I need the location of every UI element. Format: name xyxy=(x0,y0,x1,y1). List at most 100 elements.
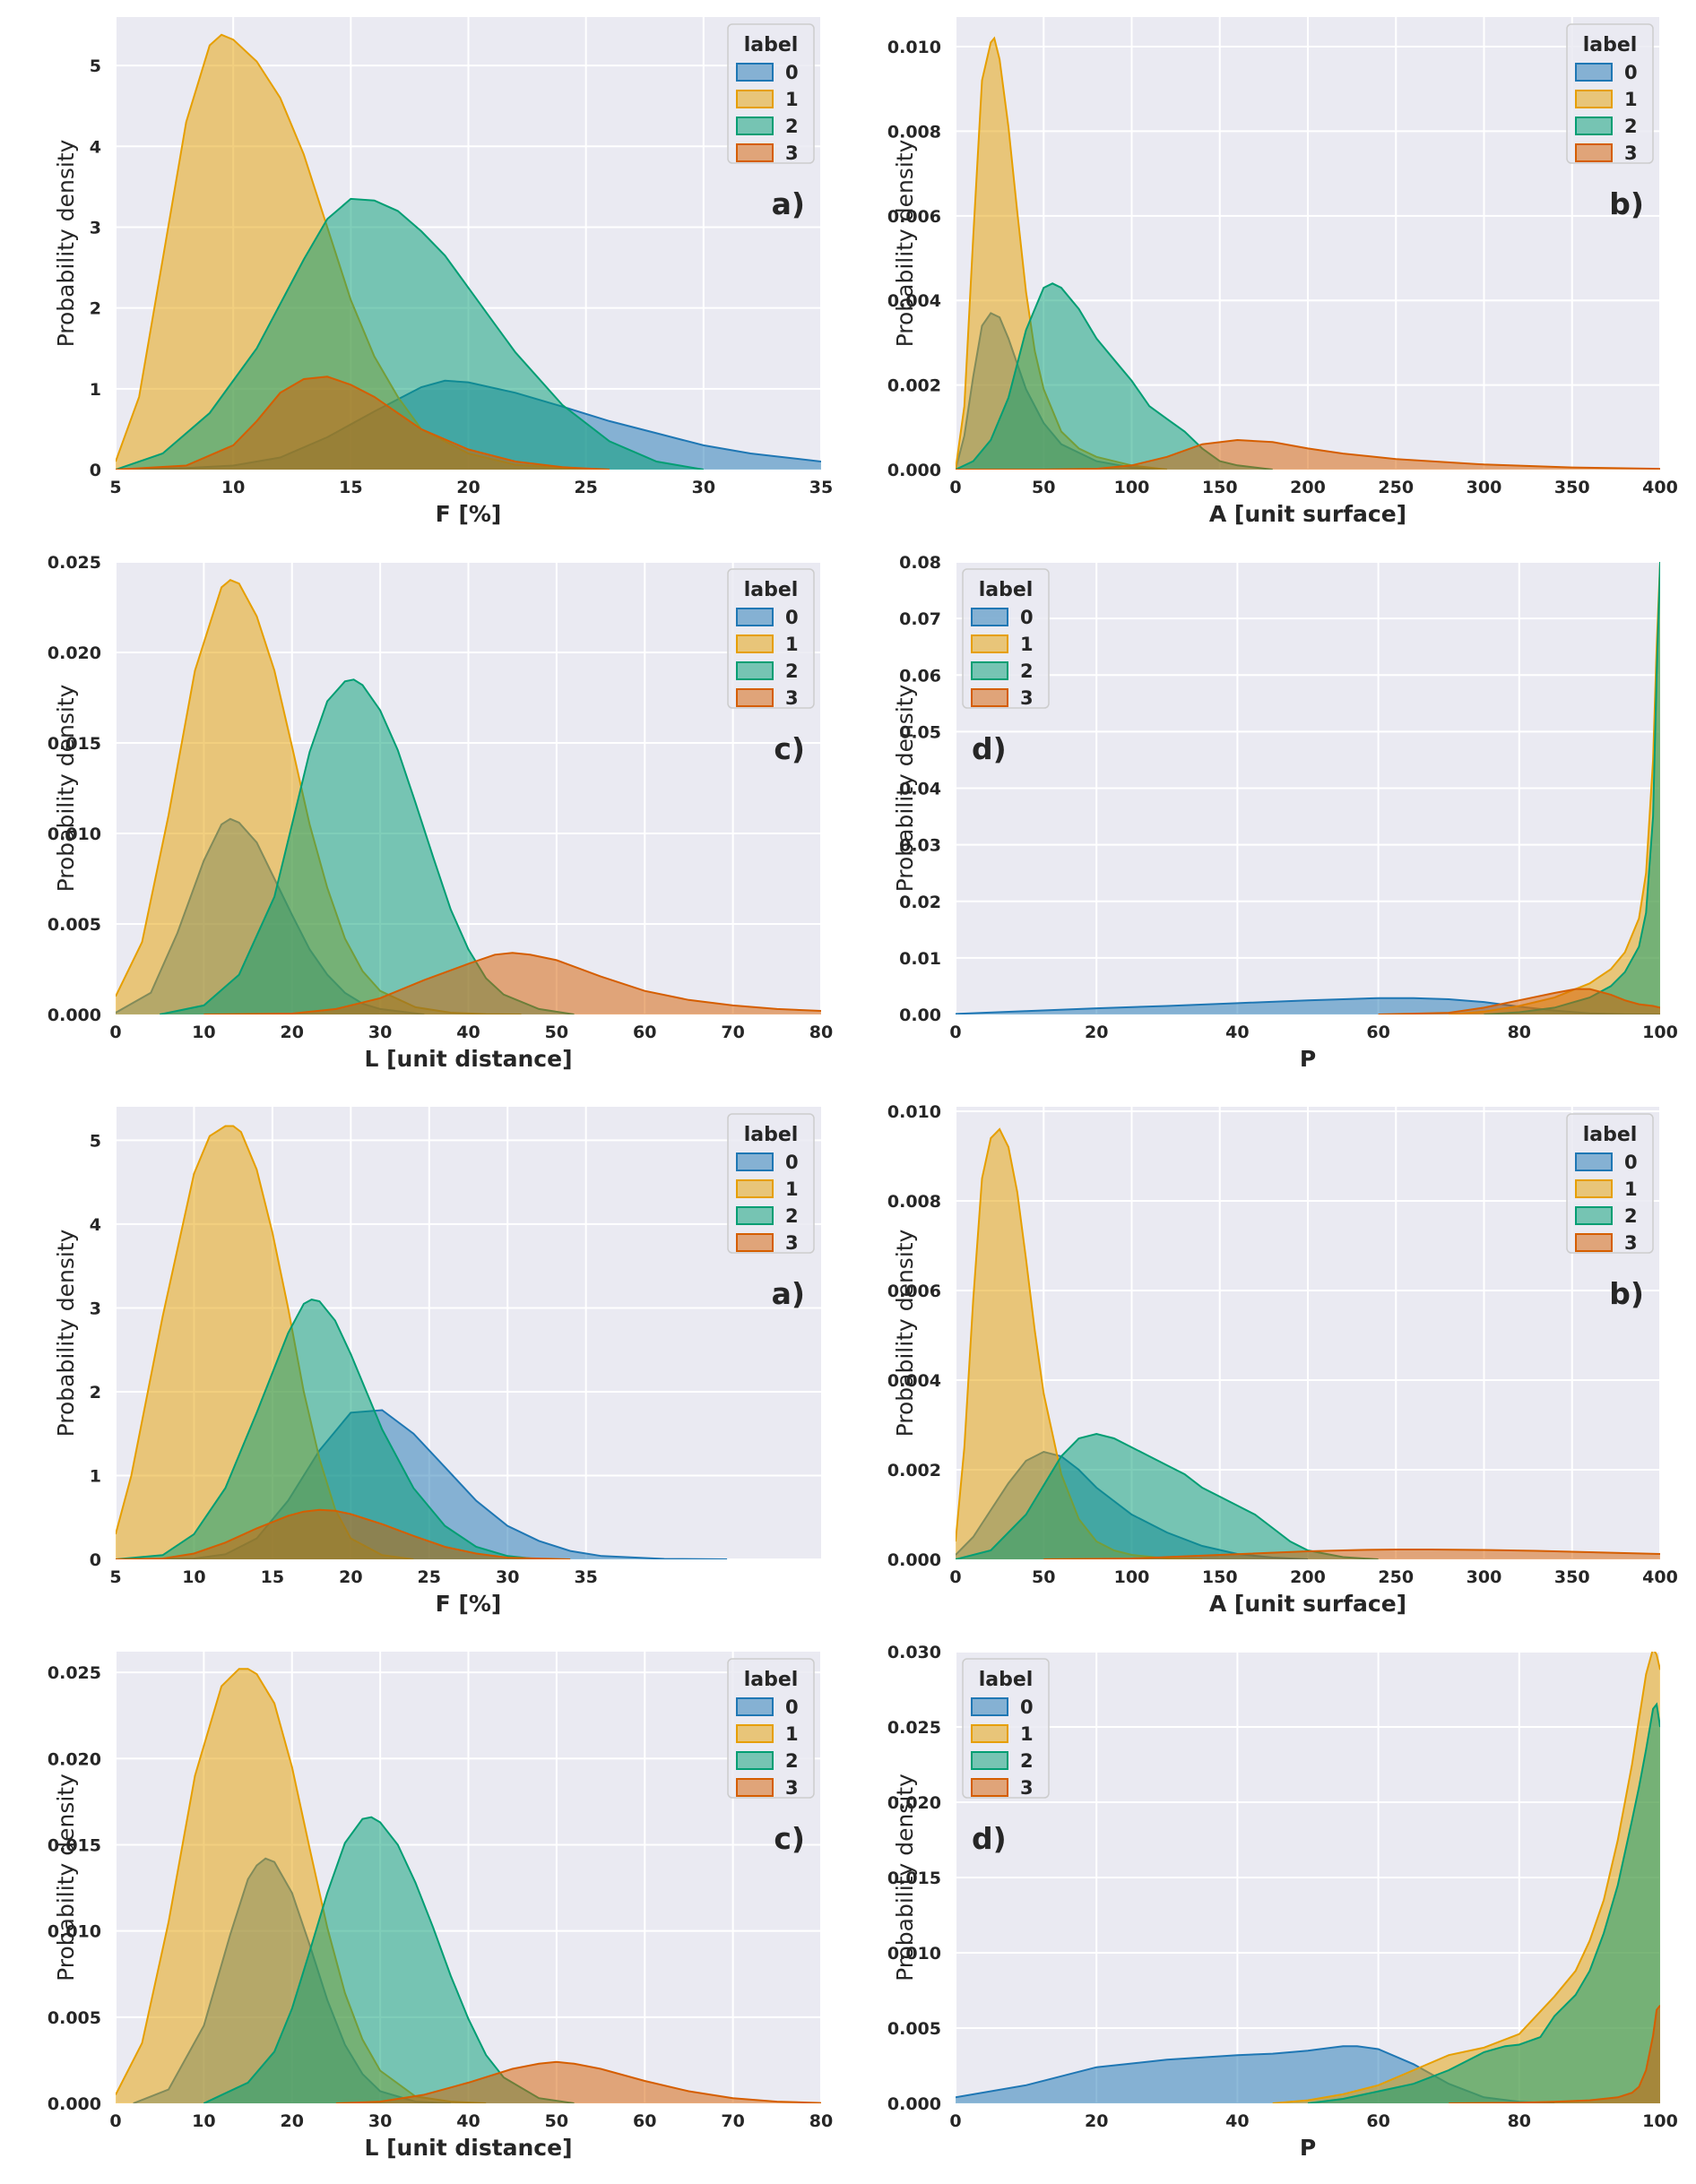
y-tick-label: 0.04 xyxy=(899,780,941,799)
density-area-label-2 xyxy=(203,1817,575,2103)
y-axis-label: Probability density xyxy=(892,684,918,892)
x-tick-label: 350 xyxy=(1554,478,1590,497)
density-area-label-1 xyxy=(956,38,1167,470)
density-area-label-1 xyxy=(956,1129,1203,1559)
y-tick-label: 3 xyxy=(90,1299,101,1318)
density-area-label-3 xyxy=(116,376,610,470)
legend-entry-label: 2 xyxy=(1020,1750,1034,1772)
y-tick-label: 0.030 xyxy=(887,1643,941,1662)
y-axis-label: Probability density xyxy=(53,139,79,347)
x-tick-label: 30 xyxy=(496,1567,519,1587)
x-tick-label: 150 xyxy=(1202,478,1238,497)
x-tick-label: 35 xyxy=(809,478,833,497)
x-tick-label: 20 xyxy=(281,2111,304,2131)
density-area-label-2 xyxy=(116,198,704,470)
x-tick-label: 10 xyxy=(182,1567,205,1587)
x-tick-label: 40 xyxy=(1225,1023,1249,1042)
legend-swatch-label-0 xyxy=(736,1697,774,1716)
legend-entry-label: 1 xyxy=(785,89,799,110)
density-line-label-2 xyxy=(956,1432,1379,1559)
y-tick-label: 0.002 xyxy=(887,376,941,396)
y-tick-label: 0.005 xyxy=(887,2019,941,2039)
y-tick-label: 0.015 xyxy=(48,1835,101,1855)
legend-swatch-label-2 xyxy=(736,1751,774,1770)
chart-panel-4: 0 20 40 60 80 1000.000.010.020.030.040.050.06… xyxy=(892,553,1678,1072)
legend-entry-label: 2 xyxy=(1624,1205,1638,1227)
series-group xyxy=(956,562,1660,1014)
y-tick-label: 1 xyxy=(90,1466,101,1486)
x-tick-label: 5 xyxy=(109,478,121,497)
y-tick-label: 0.05 xyxy=(899,722,941,742)
x-tick-label: 80 xyxy=(809,2111,833,2131)
x-tick-label: 60 xyxy=(1366,2111,1389,2131)
density-line-label-3 xyxy=(1449,2005,1660,2103)
legend-entry-label: 1 xyxy=(1624,89,1638,110)
y-tick-label: 4 xyxy=(90,1215,101,1235)
density-area-label-3 xyxy=(116,1509,571,1559)
panel-label: c) xyxy=(774,731,805,766)
density-line-label-2 xyxy=(116,197,704,470)
x-tick-label: 20 xyxy=(339,1567,362,1587)
series-group xyxy=(116,1668,821,2103)
y-axis-label: Probability density xyxy=(53,684,79,892)
x-tick-label: 80 xyxy=(1508,1023,1531,1042)
legend-swatch-label-1 xyxy=(1575,90,1613,108)
legend-entry-label: 3 xyxy=(1020,687,1034,709)
x-tick-label: 25 xyxy=(418,1567,441,1587)
legend-title: label xyxy=(1583,1124,1638,1146)
legend-entry-label: 3 xyxy=(785,1232,799,1254)
legend-title: label xyxy=(979,1669,1034,1691)
y-tick-label: 0 xyxy=(90,1550,101,1570)
legend-entry-label: 1 xyxy=(1624,1178,1638,1200)
chart-panel-2: 0 50 100 150 200 250 300 350 400 0.000 0.002 0.004 0… xyxy=(887,17,1678,527)
legend-entry-label: 0 xyxy=(1020,607,1034,628)
y-tick-label: 0.00 xyxy=(899,1006,941,1025)
legend: label 0 1 2 3 xyxy=(1566,23,1654,164)
y-tick-label: 0 xyxy=(90,461,101,480)
x-tick-label: 50 xyxy=(1032,478,1055,497)
legend-title: label xyxy=(979,579,1034,601)
x-tick-label: 0 xyxy=(949,478,961,497)
chart-panel-3: 0 10 20 30 40 50 60 70 800.0000.0050.0100.0150.0… xyxy=(48,553,833,1072)
legend-entry-label: 0 xyxy=(1020,1696,1034,1718)
x-tick-label: 400 xyxy=(1642,478,1678,497)
legend: label 0 1 2 3 xyxy=(962,568,1050,709)
legend: label 0 1 2 3 xyxy=(962,1658,1050,1799)
y-tick-label: 0.06 xyxy=(899,666,941,686)
y-tick-label: 2 xyxy=(90,299,101,319)
y-tick-label: 0.006 xyxy=(887,1282,941,1301)
panel-label: b) xyxy=(1609,186,1644,221)
y-tick-label: 0.002 xyxy=(887,1461,941,1480)
legend-entry-label: 3 xyxy=(1624,142,1638,164)
y-tick-label: 0.000 xyxy=(887,2094,941,2114)
x-tick-label: 80 xyxy=(809,1023,833,1042)
x-axis-label: L [unit distance] xyxy=(364,2135,572,2161)
density-line-label-3 xyxy=(956,438,1660,470)
density-line-label-3 xyxy=(116,376,610,470)
legend-swatch-label-0 xyxy=(736,63,774,82)
y-tick-label: 0.000 xyxy=(887,461,941,480)
x-tick-label: 20 xyxy=(1085,2111,1108,2131)
x-tick-label: 70 xyxy=(721,1023,744,1042)
x-tick-label: 60 xyxy=(1366,1023,1389,1042)
y-tick-label: 0.008 xyxy=(887,122,941,142)
x-tick-label: 350 xyxy=(1554,1567,1590,1587)
legend-title: label xyxy=(744,34,799,56)
series-group xyxy=(956,36,1660,470)
x-tick-label: 200 xyxy=(1290,1567,1326,1587)
legend-entry-label: 2 xyxy=(785,1205,799,1227)
y-tick-label: 2 xyxy=(90,1383,101,1403)
panel-label: d) xyxy=(972,1821,1007,1856)
x-axis-label: L [unit distance] xyxy=(364,1046,572,1072)
panel-label: a) xyxy=(772,1276,805,1311)
x-tick-label: 150 xyxy=(1202,1567,1238,1587)
x-tick-label: 300 xyxy=(1467,478,1502,497)
legend-swatch-label-2 xyxy=(1575,117,1613,135)
density-line-label-3 xyxy=(116,1508,571,1559)
x-tick-label: 250 xyxy=(1378,478,1414,497)
density-area-label-2 xyxy=(1308,1704,1660,2103)
legend-swatch-label-1 xyxy=(736,90,774,108)
legend-entry-label: 1 xyxy=(1020,634,1034,655)
panel-label: d) xyxy=(972,731,1007,766)
